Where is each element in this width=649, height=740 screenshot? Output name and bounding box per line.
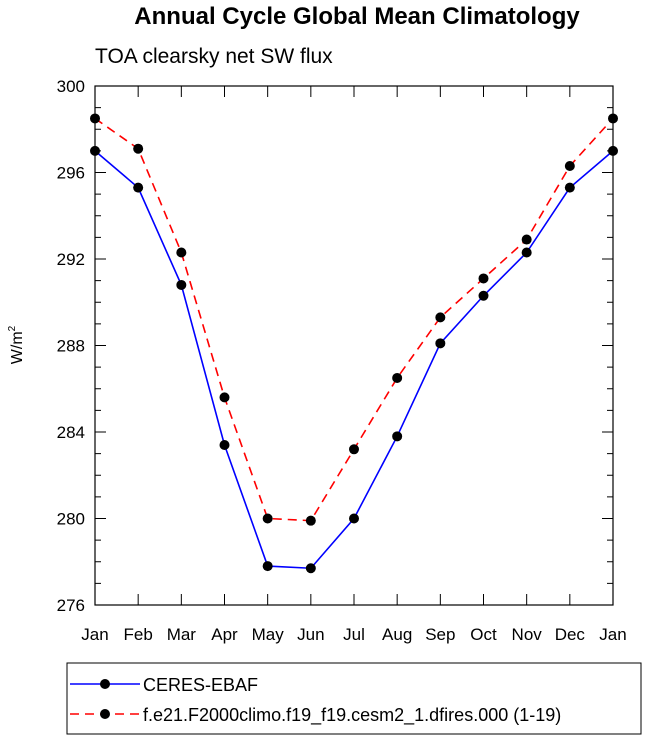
x-tick-label: Dec — [555, 625, 586, 644]
series-1-point — [176, 247, 187, 258]
series-0-point — [608, 145, 618, 156]
series-line-0 — [94, 150, 614, 570]
x-tick-label: Nov — [512, 625, 543, 644]
x-tick-label: Apr — [211, 625, 238, 644]
y-tick-label: 276 — [57, 596, 85, 615]
legend-marker-0 — [100, 679, 110, 689]
legend-label-0: CERES-EBAF — [143, 675, 258, 695]
x-tick-label: Feb — [124, 625, 153, 644]
series-0-point — [478, 290, 489, 301]
chart-title: Annual Cycle Global Mean Climatology — [134, 3, 580, 30]
axes: 276 280 284 288 292 296 300 Jan Feb Mar Apr May Jun J… — [57, 77, 627, 644]
chart-subtitle: TOA clearsky net SW flux — [95, 45, 333, 68]
y-tick-label: 280 — [57, 510, 85, 529]
series-1-point — [478, 273, 489, 284]
x-tick-label: Mar — [167, 625, 197, 644]
series-0-point — [392, 431, 403, 442]
series-1-point — [392, 372, 403, 383]
y-tick-label: 288 — [57, 337, 85, 356]
y-axis-label: W/m2 — [7, 325, 26, 364]
series-0-point — [176, 279, 187, 290]
series-1-point — [219, 392, 230, 403]
series-1-point — [133, 143, 144, 154]
x-tick-label: Aug — [382, 625, 412, 644]
y-axis-label-base: W/m — [9, 331, 26, 364]
series-0-point — [262, 561, 273, 572]
series-0-point — [349, 513, 359, 524]
x-tick-label: Jul — [343, 625, 365, 644]
x-tick-label: Oct — [470, 625, 497, 644]
series-1-point — [262, 513, 273, 524]
series-0-point — [564, 182, 575, 193]
series-line-1 — [94, 117, 614, 522]
series-0-point — [305, 563, 316, 574]
x-tick-label: Jan — [81, 625, 108, 644]
series-1-point — [608, 113, 618, 124]
series-0-point — [133, 182, 144, 193]
series-0-point — [435, 338, 446, 349]
series-1-point — [564, 161, 575, 172]
x-tick-label: Sep — [425, 625, 455, 644]
x-tick-label: Jan — [599, 625, 626, 644]
x-tick-label: Jun — [297, 625, 324, 644]
y-tick-label: 292 — [57, 250, 85, 269]
legend-label-1: f.e21.F2000climo.f19_f19.cesm2_1.dfires.… — [143, 705, 561, 726]
legend-marker-1 — [100, 709, 110, 719]
series-layer — [90, 113, 618, 574]
y-tick-label: 284 — [57, 423, 85, 442]
series-1-point — [435, 312, 446, 323]
series-0-point — [219, 439, 230, 450]
series-1-point — [305, 515, 316, 526]
y-axis-label-superscript: 2 — [7, 325, 18, 331]
series-0-point — [521, 247, 532, 258]
y-tick-label: 300 — [57, 77, 85, 96]
series-1-point — [90, 113, 100, 124]
series-0-point — [90, 145, 100, 156]
y-tick-label: 296 — [57, 164, 85, 183]
legend: CERES-EBAF f.e21.F2000climo.f19_f19.cesm2… — [66, 662, 642, 735]
plot-frame — [94, 85, 614, 606]
x-tick-label: May — [252, 625, 285, 644]
legend-box — [66, 662, 642, 735]
series-1-point — [349, 444, 359, 455]
series-1-point — [521, 234, 532, 245]
